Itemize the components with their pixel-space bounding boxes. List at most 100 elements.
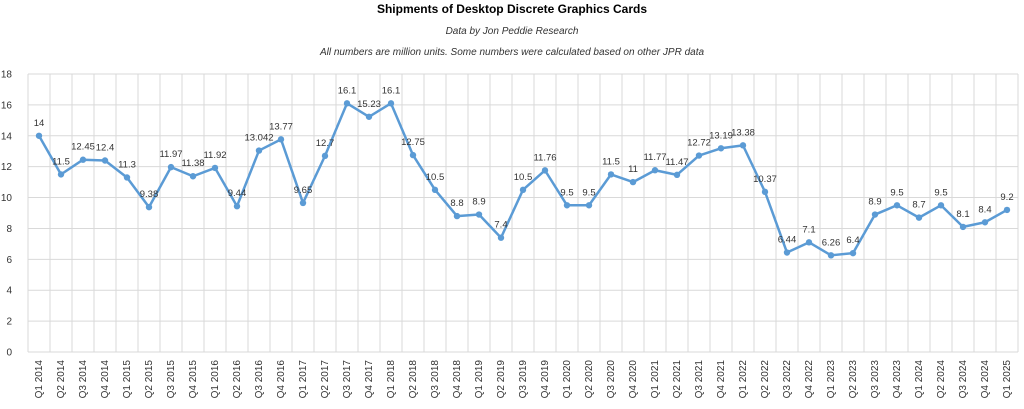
data-point [123,174,131,181]
data-point [871,211,879,218]
x-tick-label: Q2 2016 [232,360,243,399]
data-label: 8.9 [472,197,485,208]
data-label: 11.76 [533,152,556,163]
data-label: 9.65 [294,185,313,196]
x-tick-label: Q4 2015 [188,360,199,399]
data-point [959,223,967,231]
data-label: 11.38 [181,158,204,169]
x-tick-label: Q4 2021 [716,360,727,399]
x-tick-label: Q3 2021 [694,360,705,399]
data-label: 9.38 [140,189,159,200]
data-point [739,142,747,149]
chart-title: Shipments of Desktop Discrete Graphics C… [376,2,648,16]
grid-layer [27,73,1019,353]
x-tick-label: Q2 2017 [320,360,331,399]
x-tick-label: Q3 2019 [518,360,529,399]
data-point [981,219,989,226]
data-point [827,252,835,259]
data-label: 10.5 [426,172,445,183]
y-tick-label: 2 [6,317,12,328]
data-label: 9.5 [934,187,947,198]
data-point [607,171,615,178]
data-point [365,113,373,120]
data-label: 12.4 [96,142,115,153]
y-tick-label: 8 [6,224,12,235]
data-point [629,178,637,186]
data-label: 8.7 [912,200,925,211]
data-point [189,173,197,180]
data-label: 9.44 [228,188,247,199]
x-tick-label: Q1 2020 [562,360,573,399]
x-tick-label: Q1 2024 [914,360,925,399]
data-label: 8.1 [956,209,969,220]
y-tick-label: 0 [6,348,12,359]
data-label: 11.77 [643,152,666,163]
y-tick-label: 18 [1,70,13,81]
x-tick-label: Q3 2022 [782,360,793,399]
x-tick-label: Q4 2019 [540,360,551,399]
x-tick-label: Q4 2023 [892,360,903,399]
data-point [651,167,659,174]
data-point [541,167,549,174]
x-tick-label: Q4 2016 [276,360,287,399]
x-tick-label: Q4 2020 [628,360,639,399]
data-label: 9.5 [890,187,903,198]
data-label: 12.75 [401,137,425,148]
data-label: 7.1 [802,224,815,235]
x-tick-label: Q3 2020 [606,360,617,399]
data-label: 8.8 [450,198,463,209]
data-label: 16.1 [338,85,357,96]
x-tick-label: Q4 2018 [452,360,463,399]
data-point [79,156,87,163]
x-tick-label: Q2 2015 [144,360,155,399]
y-tick-label: 16 [1,100,13,111]
y-tick-label: 10 [1,193,13,204]
data-point [233,203,241,210]
data-label: 12.72 [687,138,711,149]
data-label: 9.5 [582,187,595,198]
x-tick-label: Q1 2023 [826,360,837,399]
data-point [475,211,483,218]
data-point [255,147,263,154]
x-tick-label: Q1 2021 [650,360,661,399]
data-label: 7.4 [494,220,507,231]
x-tick-label: Q2 2018 [408,360,419,399]
data-label: 11.92 [203,150,226,161]
x-tick-label: Q3 2015 [166,360,177,399]
data-point [915,214,923,221]
x-tick-label: Q1 2019 [474,360,485,399]
data-point [673,171,681,179]
x-tick-label: Q3 2024 [958,360,969,399]
data-label: 12.7 [316,138,335,149]
data-label: 13.19 [709,130,733,141]
x-tick-label: Q2 2022 [760,360,771,399]
data-label: 11.97 [159,149,182,160]
data-point [805,239,813,246]
data-label: 11.3 [118,159,136,170]
data-point [431,186,439,194]
x-tick-label: Q4 2017 [364,360,375,399]
data-point [761,188,769,196]
data-point [277,136,285,143]
data-point [387,100,395,107]
data-label: 8.4 [978,204,991,215]
data-point [35,132,43,139]
data-label: 6.44 [778,235,797,246]
x-tick-label: Q2 2014 [56,360,67,399]
data-point [849,249,857,257]
x-tick-label: Q2 2023 [848,360,859,399]
data-point [211,164,219,172]
data-point [57,171,65,178]
data-label: 8.9 [868,197,881,208]
data-point [695,152,703,159]
data-point [717,145,725,152]
x-tick-label: Q1 2018 [386,360,397,399]
data-label: 6.26 [822,237,841,248]
y-tick-label: 4 [6,286,12,297]
x-tick-label: Q3 2018 [430,360,441,399]
x-tick-label: Q3 2016 [254,360,265,399]
x-tick-label: Q3 2023 [870,360,881,399]
data-point [893,202,901,209]
data-point [519,186,527,194]
data-point [101,157,109,164]
